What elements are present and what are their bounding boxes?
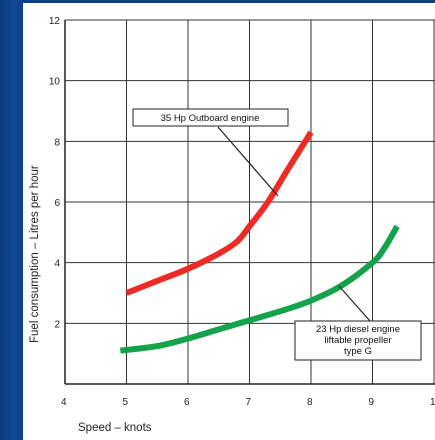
x-tick-label: 4 <box>61 397 67 408</box>
annotations: 35 Hp Outboard engine 23 Hp diesel engine… <box>132 108 422 361</box>
x-axis-label: Speed – knots <box>78 422 152 434</box>
x-tick-label: 8 <box>307 397 313 408</box>
y-tick-label: 10 <box>49 77 61 88</box>
series-line-outboard <box>125 130 314 296</box>
chart-panel: 4 5 6 7 8 9 10 2 4 6 8 10 12 35 Hp Outboard engine 2… <box>23 3 435 440</box>
y-tick-label: 12 <box>49 16 61 27</box>
fuel-consumption-chart: 4 5 6 7 8 9 10 2 4 6 8 10 12 35 Hp Outboard engine 2… <box>29 16 435 434</box>
x-tick-label: 5 <box>123 397 129 408</box>
y-tick-label: 4 <box>54 259 60 270</box>
y-tick-label: 8 <box>54 137 60 148</box>
x-tick-label: 6 <box>184 397 190 408</box>
grid <box>64 19 435 384</box>
annotation-text-diesel-line: 23 Hp diesel engine <box>316 324 400 335</box>
x-tick-label: 10 <box>430 397 435 408</box>
annotation-box-outboard <box>132 108 289 127</box>
x-tick-label: 7 <box>246 397 252 408</box>
annotation-text-outboard: 35 Hp Outboard engine <box>161 113 260 124</box>
annotation-leader-diesel <box>338 285 371 322</box>
annotation-leader-outboard <box>217 126 279 197</box>
y-tick-label: 2 <box>54 319 60 330</box>
axes <box>64 20 435 385</box>
annotation-text-diesel-line: type G <box>344 346 372 357</box>
series-lines <box>119 130 400 354</box>
x-tick-labels: 4 5 6 7 8 9 10 <box>61 397 435 408</box>
y-axis-label: Fuel consumption – Litres per hour <box>29 165 41 343</box>
annotation-text-diesel-line: liftable propeller <box>324 335 391 346</box>
annotation-box-diesel <box>294 320 422 361</box>
x-tick-label: 9 <box>369 397 375 408</box>
y-tick-label: 6 <box>54 198 60 209</box>
y-tick-labels: 2 4 6 8 10 12 <box>49 16 61 330</box>
series-line-diesel <box>119 224 400 354</box>
